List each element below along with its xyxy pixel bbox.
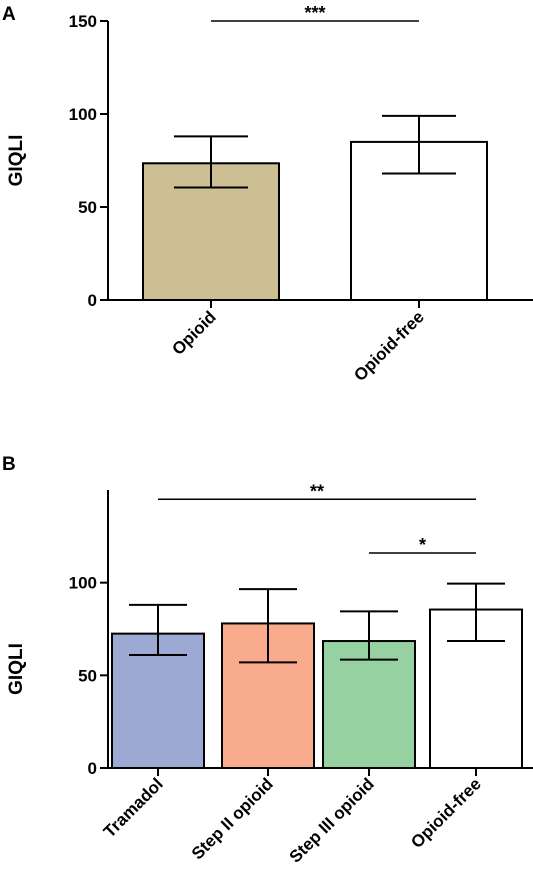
significance-label: *** [304, 3, 325, 23]
y-axis-label: GIQLI [6, 643, 27, 695]
significance-label: * [419, 535, 426, 555]
y-tick-label: 100 [69, 574, 97, 593]
panel-letter: B [2, 454, 16, 475]
y-tick-label: 0 [88, 759, 97, 778]
category-label: Step II opioid [188, 774, 277, 863]
y-tick-label: 150 [69, 12, 97, 31]
y-tick-label: 50 [78, 666, 97, 685]
category-label: Tramadol [100, 774, 167, 841]
y-tick-label: 100 [69, 105, 97, 124]
bar [111, 632, 205, 770]
panel-A: A 0 50 100 150 GIQLI Opioid Opioid-free *** [2, 3, 533, 385]
y-tick-label: 0 [88, 291, 97, 310]
bar [322, 640, 416, 770]
category-label: Opioid [168, 307, 219, 358]
category-label: Opioid-free [350, 307, 428, 385]
panel-letter: A [2, 4, 16, 25]
panel-B: B 0 50 100 GIQLI Tramadol Step II opioid Step I… [2, 454, 533, 867]
y-axis-label: GIQLI [6, 135, 27, 187]
significance-label: ** [310, 481, 324, 501]
category-label: Opioid-free [407, 774, 485, 852]
category-label: Step III opioid [286, 774, 378, 866]
y-tick-label: 50 [78, 198, 97, 217]
